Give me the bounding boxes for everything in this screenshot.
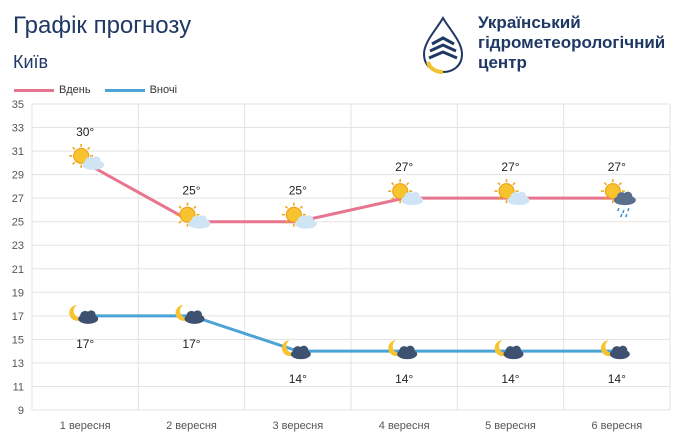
day-data-label: 25°	[289, 184, 307, 198]
y-tick-label: 9	[18, 405, 24, 417]
y-tick-label: 29	[12, 170, 24, 182]
x-tick-label: 3 вересня	[272, 420, 323, 432]
org-name-line1: Український	[478, 13, 581, 32]
city-name: Київ	[13, 52, 49, 72]
y-tick-label: 33	[12, 123, 24, 135]
y-tick-label: 11	[13, 381, 24, 393]
moon-cloud-icon	[281, 340, 311, 360]
sun-cloud-icon	[281, 202, 317, 229]
page-title: Графік прогнозу	[13, 12, 192, 39]
day-data-label: 27°	[501, 160, 519, 174]
y-tick-label: 23	[12, 240, 24, 252]
legend-swatch-day	[14, 88, 54, 92]
y-tick-label: 27	[12, 193, 24, 205]
night-data-label: 14°	[395, 372, 413, 386]
moon-cloud-icon	[388, 340, 418, 360]
moon-cloud-icon	[494, 340, 524, 360]
sun-cloud-icon	[175, 202, 211, 229]
day-data-label: 27°	[395, 160, 413, 174]
sun-cloud-icon	[69, 143, 105, 170]
legend-label-night: Вночі	[149, 84, 178, 96]
y-tick-label: 31	[12, 146, 24, 158]
ukrhydromet-logo-icon	[422, 16, 464, 74]
sun-cloud-icon	[494, 179, 530, 206]
y-tick-label: 17	[12, 311, 24, 323]
org-name-line3: центр	[478, 53, 527, 72]
legend-swatch-night	[104, 88, 145, 92]
chart-legend: Вдень Вночі	[14, 84, 191, 96]
org-name-line2: гідрометеорологічний	[478, 33, 666, 52]
day-data-label: 30°	[76, 125, 94, 139]
y-tick-label: 35	[12, 99, 24, 111]
y-tick-label: 25	[12, 217, 24, 229]
night-series-line	[85, 314, 617, 353]
x-tick-label: 2 вересня	[166, 420, 217, 432]
legend-item-night: Вночі	[104, 84, 178, 96]
y-tick-label: 13	[12, 358, 24, 370]
y-tick-label: 21	[12, 264, 24, 276]
org-name: Український гідрометеорологічний центр	[478, 13, 665, 73]
x-tick-label: 4 вересня	[379, 420, 430, 432]
x-tick-label: 6 вересня	[591, 420, 642, 432]
night-data-label: 17°	[76, 337, 94, 351]
sun-cloud-icon	[388, 179, 424, 206]
moon-cloud-icon	[175, 304, 205, 324]
legend-label-day: Вдень	[59, 84, 91, 96]
y-tick-label: 19	[12, 287, 24, 299]
night-data-label: 14°	[289, 372, 307, 386]
day-data-label: 25°	[182, 184, 200, 198]
moon-cloud-icon	[600, 340, 630, 360]
moon-cloud-icon	[69, 304, 99, 324]
sun-rain-cloud-icon	[600, 179, 636, 218]
night-data-label: 17°	[182, 337, 200, 351]
legend-item-day: Вдень	[14, 84, 91, 96]
y-tick-label: 15	[12, 334, 24, 346]
day-data-label: 27°	[608, 160, 626, 174]
night-data-label: 14°	[608, 372, 626, 386]
night-data-label: 14°	[501, 372, 519, 386]
x-tick-label: 1 вересня	[60, 420, 111, 432]
x-tick-label: 5 вересня	[485, 420, 536, 432]
